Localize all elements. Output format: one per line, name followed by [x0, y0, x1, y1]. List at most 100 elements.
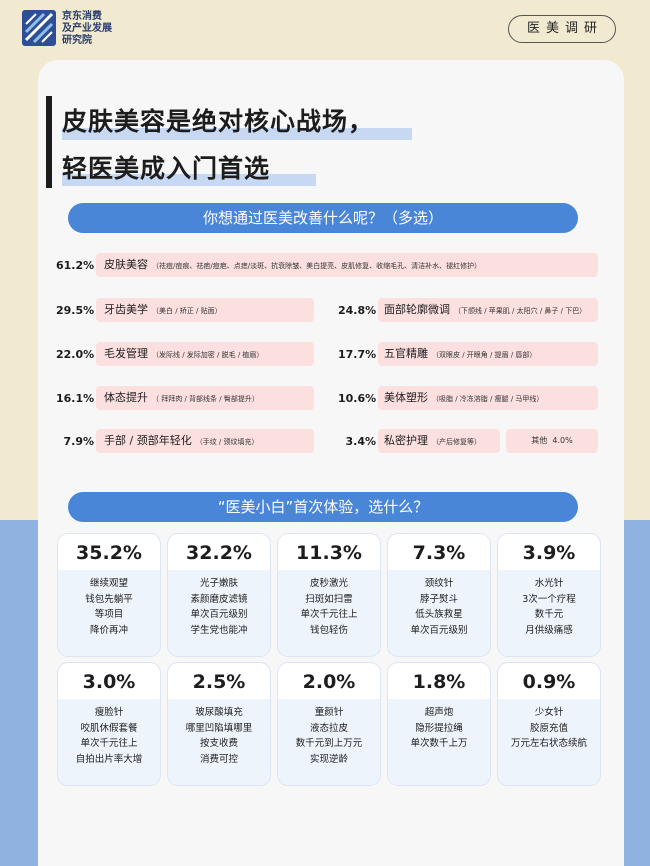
option-description-line: 数千元到上万元	[295, 738, 363, 749]
option-tile: 32.2% 光子嫩肤 素颜磨皮滤镜 单次百元级别 学生党也能冲	[168, 534, 270, 656]
item-sub: （发际线 / 发际加密 / 脱毛 / 植眉）	[152, 351, 264, 359]
option-description: 童颜针 液态拉皮 数千元到上万元 实现逆龄	[278, 699, 380, 785]
item-sub: （ 拜拜肉 / 背部线条 / 臀部提升）	[152, 395, 259, 403]
item-bar	[96, 386, 314, 410]
item-pct: 29.5%	[56, 304, 95, 317]
item-label-text: 五官精雕	[384, 347, 428, 360]
option-description: 玻尿酸填充哪里凹陷填哪里 按支收费消费可控	[168, 699, 270, 785]
option-description-line: 少女针	[534, 707, 564, 718]
option-description-line: 消费可控	[199, 753, 238, 765]
option-description-line: 单次千元往上	[300, 609, 358, 620]
option-pct: 35.2%	[76, 542, 142, 564]
option-description-line: 单次数千上万	[410, 738, 468, 749]
item-label: 私密护理 （产后修复等）	[384, 429, 481, 454]
option-tile: 3.0% 瘦脸针 咬肌休假套餐 单次千元往上 自拍出片率大增	[58, 663, 160, 785]
option-description: 少女针胶原充值万元左右状态续航	[498, 699, 600, 785]
option-pct: 3.9%	[522, 542, 576, 564]
option-description: 继续观望 钱包先躺平 等项目 降价再冲	[58, 570, 160, 656]
item-bar	[378, 298, 598, 322]
option-description-line: 胶原充值	[529, 722, 568, 734]
item-sub: （吸脂 / 冷冻溶脂 / 瘦腿 / 马甲线）	[432, 395, 544, 403]
item-label: 皮肤美容 （祛痘/痘痕、祛疤/痘疤、点痣/淡斑、抗衰除皱、美白提亮、皮肌修复、收缩…	[104, 253, 481, 278]
option-description: 颈纹针 脖子熨斗 低头族救星 单次百元级别	[388, 570, 490, 656]
item-label: 手部 / 颈部年轻化 （手纹 / 颈纹填充）	[104, 429, 259, 454]
option-description-line: 超声炮	[424, 707, 454, 718]
option-description-line: 万元左右状态续航	[510, 738, 587, 749]
option-pct: 3.0%	[82, 671, 136, 693]
option-description: 光子嫩肤 素颜磨皮滤镜 单次百元级别 学生党也能冲	[168, 570, 270, 656]
org-name-line: 京东消费	[62, 11, 102, 22]
other-label: 其他	[531, 436, 548, 445]
item-sub: （祛痘/痘痕、祛疤/痘疤、点痣/淡斑、抗衰除皱、美白提亮、皮肌修复、收缩毛孔、清…	[152, 262, 482, 270]
option-description-line: 按支收费	[199, 738, 238, 749]
option-description-line: 单次百元级别	[190, 609, 248, 620]
title-accent-bar	[46, 96, 52, 188]
item-pct: 17.7%	[338, 348, 377, 361]
item-label: 毛发管理 （发际线 / 发际加密 / 脱毛 / 植眉）	[104, 342, 263, 367]
item-bar	[96, 253, 598, 277]
option-description-line: 哪里凹陷填哪里	[185, 722, 253, 734]
item-label: 牙齿美学 （美白 / 矫正 / 贴面）	[104, 298, 222, 323]
item-pct: 7.9%	[63, 435, 94, 448]
item-label: 面部轮廓微调 （下颌线 / 苹果肌 / 太阳穴 / 鼻子 / 下巴）	[384, 298, 586, 323]
item-bar	[96, 429, 314, 453]
item-label-text: 皮肤美容	[104, 258, 148, 271]
option-description-line: 瘦脸针	[94, 707, 124, 718]
title-highlight	[62, 174, 316, 186]
other-option: 其他 4.0%	[506, 429, 598, 453]
item-bar	[378, 386, 598, 410]
option-description-line: 自拍出片率大增	[75, 753, 143, 765]
page-title-line2: 轻医美成入门首选	[62, 154, 271, 183]
item-sub: （美白 / 矫正 / 贴面）	[152, 307, 222, 315]
item-bar	[378, 342, 598, 366]
item-label-text: 私密护理	[384, 434, 428, 447]
option-description-line: 继续观望	[89, 578, 128, 589]
option-description: 水光针 3次一个疗程 数千元 月供级痛感	[498, 570, 600, 656]
item-label: 五官精雕 （双眼皮 / 开眼角 / 提眉 / 唇部）	[384, 342, 536, 367]
item-pct: 10.6%	[338, 392, 377, 405]
item-sub: （产后修复等）	[432, 438, 481, 446]
option-description-line: 单次百元级别	[410, 624, 468, 636]
item-pct: 22.0%	[56, 348, 95, 361]
option-tile: 2.5% 玻尿酸填充 哪里凹陷填哪里 按支收费 消费可控	[168, 663, 270, 785]
survey1-question: 你想通过医美改善什么呢？（多选）	[68, 203, 578, 233]
option-description-line: 玻尿酸填充	[195, 707, 243, 718]
item-bar	[96, 342, 314, 366]
option-description-line: 等项目	[94, 609, 124, 620]
item-label-text: 毛发管理	[104, 347, 148, 360]
org-name-line: 研究院	[62, 35, 92, 46]
item-pct: 16.1%	[56, 392, 95, 405]
option-description-line: 咬肌休假套餐	[80, 722, 138, 734]
option-tile: 2.0% 童颜针 液态拉皮 数千元到上万元 实现逆龄	[278, 663, 380, 785]
item-label: 美体塑形 （吸脂 / 冷冻溶脂 / 瘦腿 / 马甲线）	[384, 386, 543, 411]
org-name-line: 及产业发展	[62, 23, 112, 34]
item-label-text: 面部轮廓微调	[384, 303, 450, 316]
item-pct: 24.8%	[338, 304, 377, 317]
option-pct: 32.2%	[186, 542, 252, 564]
option-description-line: 液态拉皮	[309, 722, 348, 734]
option-pct: 2.0%	[302, 671, 356, 693]
option-tile: 1.8% 超声炮 隐形提拉绳 单次数千上万	[388, 663, 490, 785]
org-name: 京东消费 及产业发展 研究院	[62, 11, 112, 47]
option-description: 瘦脸针 咬肌休假套餐 单次千元往上 自拍出片率大增	[58, 699, 160, 785]
option-description-line: 扫斑如扫雷	[305, 593, 353, 605]
item-label: 体态提升 （ 拜拜肉 / 背部线条 / 臀部提升）	[104, 386, 259, 411]
item-pct: 3.4%	[345, 435, 376, 448]
item-label-text: 美体塑形	[384, 391, 428, 404]
option-tile: 7.3% 颈纹针 脖子熨斗 低头族救星 单次百元级别	[388, 534, 490, 656]
option-description-line: 月供级痛感	[525, 624, 573, 636]
item-label-text: 牙齿美学	[104, 303, 148, 316]
option-tile: 0.9% 少女针 胶原充值 万元左右状态续航	[498, 663, 600, 785]
option-description-line: 水光针	[534, 578, 564, 589]
item-bar	[96, 298, 314, 322]
option-description-line: 素颜磨皮滤镜	[190, 593, 248, 605]
option-description: 皮秒激光 扫斑如扫雷 单次千元往上 钱包轻伤	[278, 570, 380, 656]
option-tile: 3.9% 水光针 3次一个疗程 数千元 月供级痛感	[498, 534, 600, 656]
option-description-line: 降价再冲	[89, 624, 128, 636]
title-highlight	[62, 128, 412, 140]
option-description-line: 脖子熨斗	[419, 593, 458, 605]
option-description-line: 皮秒激光	[309, 578, 348, 589]
option-pct: 11.3%	[296, 542, 362, 564]
logo-icon	[22, 10, 56, 46]
item-sub: （手纹 / 颈纹填充）	[195, 438, 259, 446]
